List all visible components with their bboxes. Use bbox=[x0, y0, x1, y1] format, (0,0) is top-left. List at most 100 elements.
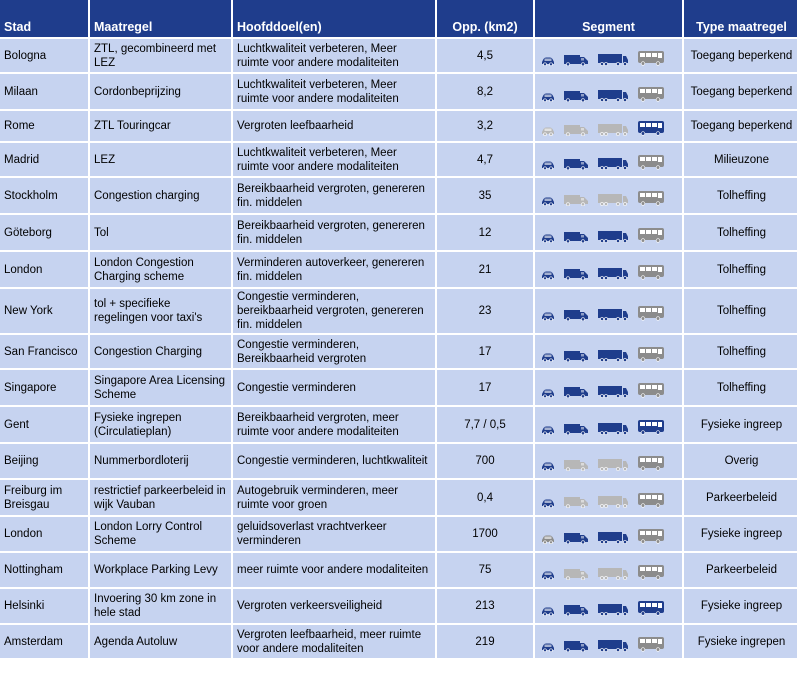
bus-icon bbox=[637, 227, 665, 243]
cell-segment bbox=[535, 39, 682, 72]
bus-icon bbox=[637, 600, 665, 616]
car-icon bbox=[541, 126, 555, 136]
cell-type: Fysieke ingrepen bbox=[684, 625, 797, 658]
cell-maatregel: Workplace Parking Levy bbox=[90, 553, 231, 587]
cell-stad: Madrid bbox=[0, 143, 88, 176]
truck-icon bbox=[597, 89, 629, 102]
cell-segment bbox=[535, 335, 682, 368]
car-icon bbox=[541, 92, 555, 102]
cell-opp: 700 bbox=[437, 444, 533, 478]
truck-icon bbox=[597, 567, 629, 580]
van-icon bbox=[563, 459, 589, 471]
truck-icon bbox=[597, 495, 629, 508]
car-icon bbox=[541, 311, 555, 321]
table-row: New York tol + specifieke regelingen voor… bbox=[0, 289, 797, 333]
cell-maatregel: restrictief parkeerbeleid in wijk Vauban bbox=[90, 480, 231, 515]
cell-opp: 12 bbox=[437, 215, 533, 250]
cell-maatregel: London Congestion Charging scheme bbox=[90, 252, 231, 287]
bus-icon bbox=[637, 120, 665, 136]
cell-hoofddoel: Luchtkwaliteit verbeteren, Meer ruimte v… bbox=[233, 143, 435, 176]
cell-maatregel: tol + specifieke regelingen voor taxi's bbox=[90, 289, 231, 333]
truck-icon bbox=[597, 458, 629, 471]
cell-maatregel: Invoering 30 km zone in hele stad bbox=[90, 589, 231, 623]
cell-stad: New York bbox=[0, 289, 88, 333]
cell-type: Overig bbox=[684, 444, 797, 478]
table-row: London London Congestion Charging scheme V… bbox=[0, 252, 797, 287]
cell-segment bbox=[535, 143, 682, 176]
bus-icon bbox=[637, 190, 665, 206]
cell-opp: 1700 bbox=[437, 517, 533, 551]
bus-icon bbox=[637, 528, 665, 544]
bus-icon bbox=[637, 346, 665, 362]
car-icon bbox=[541, 534, 555, 544]
bus-icon bbox=[637, 86, 665, 102]
car-icon bbox=[541, 388, 555, 398]
cell-opp: 0,4 bbox=[437, 480, 533, 515]
cell-stad: Rome bbox=[0, 111, 88, 141]
car-icon bbox=[541, 570, 555, 580]
cell-stad: Nottingham bbox=[0, 553, 88, 587]
truck-icon bbox=[597, 349, 629, 362]
cell-segment bbox=[535, 517, 682, 551]
cell-maatregel: ZTL Touringcar bbox=[90, 111, 231, 141]
table-row: Madrid LEZ Luchtkwaliteit verbeteren, Meer… bbox=[0, 143, 797, 176]
van-icon bbox=[563, 231, 589, 243]
car-icon bbox=[541, 160, 555, 170]
cell-type: Fysieke ingreep bbox=[684, 589, 797, 623]
van-icon bbox=[563, 90, 589, 102]
cell-segment bbox=[535, 407, 682, 442]
car-icon bbox=[541, 196, 555, 206]
cell-segment bbox=[535, 111, 682, 141]
cell-opp: 8,2 bbox=[437, 74, 533, 109]
car-icon bbox=[541, 352, 555, 362]
cell-stad: Milaan bbox=[0, 74, 88, 109]
cell-maatregel: ZTL, gecombineerd met LEZ bbox=[90, 39, 231, 72]
cell-maatregel: London Lorry Control Scheme bbox=[90, 517, 231, 551]
cell-opp: 17 bbox=[437, 370, 533, 405]
cell-segment bbox=[535, 289, 682, 333]
cell-type: Parkeerbeleid bbox=[684, 480, 797, 515]
cell-hoofddoel: Bereikbaarheid vergroten, genereren fin.… bbox=[233, 215, 435, 250]
cell-hoofddoel: Autogebruik verminderen, meer ruimte voo… bbox=[233, 480, 435, 515]
cell-hoofddoel: Congestie verminderen, Bereikbaarheid ve… bbox=[233, 335, 435, 368]
table-row: Bologna ZTL, gecombineerd met LEZ Luchtkwa… bbox=[0, 39, 797, 72]
car-icon bbox=[541, 425, 555, 435]
cell-opp: 3,2 bbox=[437, 111, 533, 141]
table-row: Rome ZTL Touringcar Vergroten leefbaarheid… bbox=[0, 111, 797, 141]
table-row: Gent Fysieke ingrepen (Circulatieplan) Ber… bbox=[0, 407, 797, 442]
cell-opp: 21 bbox=[437, 252, 533, 287]
truck-icon bbox=[597, 531, 629, 544]
truck-icon bbox=[597, 422, 629, 435]
cell-stad: Freiburg im Breisgau bbox=[0, 480, 88, 515]
cell-opp: 7,7 / 0,5 bbox=[437, 407, 533, 442]
cell-segment bbox=[535, 553, 682, 587]
cell-stad: Bologna bbox=[0, 39, 88, 72]
cell-type: Tolheffing bbox=[684, 370, 797, 405]
truck-icon bbox=[597, 385, 629, 398]
cell-segment bbox=[535, 74, 682, 109]
cell-opp: 219 bbox=[437, 625, 533, 658]
table-row: London London Lorry Control Scheme geluids… bbox=[0, 517, 797, 551]
cell-hoofddoel: meer ruimte voor andere modaliteiten bbox=[233, 553, 435, 587]
cell-type: Tolheffing bbox=[684, 178, 797, 213]
header-segment: Segment bbox=[535, 0, 682, 37]
cell-hoofddoel: Congestie verminderen, luchtkwaliteit bbox=[233, 444, 435, 478]
table-row: San Francisco Congestion Charging Congesti… bbox=[0, 335, 797, 368]
header-maatregel: Maatregel bbox=[90, 0, 231, 37]
cell-type: Tolheffing bbox=[684, 335, 797, 368]
bus-icon bbox=[637, 50, 665, 66]
cell-type: Milieuzone bbox=[684, 143, 797, 176]
van-icon bbox=[563, 386, 589, 398]
cell-maatregel: Fysieke ingrepen (Circulatieplan) bbox=[90, 407, 231, 442]
bus-icon bbox=[637, 305, 665, 321]
truck-icon bbox=[597, 123, 629, 136]
cell-segment bbox=[535, 444, 682, 478]
cell-opp: 23 bbox=[437, 289, 533, 333]
cell-hoofddoel: Vergroten verkeersveiligheid bbox=[233, 589, 435, 623]
car-icon bbox=[541, 498, 555, 508]
car-icon bbox=[541, 606, 555, 616]
truck-icon bbox=[597, 308, 629, 321]
cell-type: Tolheffing bbox=[684, 252, 797, 287]
cell-hoofddoel: Bereikbaarheid vergroten, genereren fin.… bbox=[233, 178, 435, 213]
cell-opp: 75 bbox=[437, 553, 533, 587]
